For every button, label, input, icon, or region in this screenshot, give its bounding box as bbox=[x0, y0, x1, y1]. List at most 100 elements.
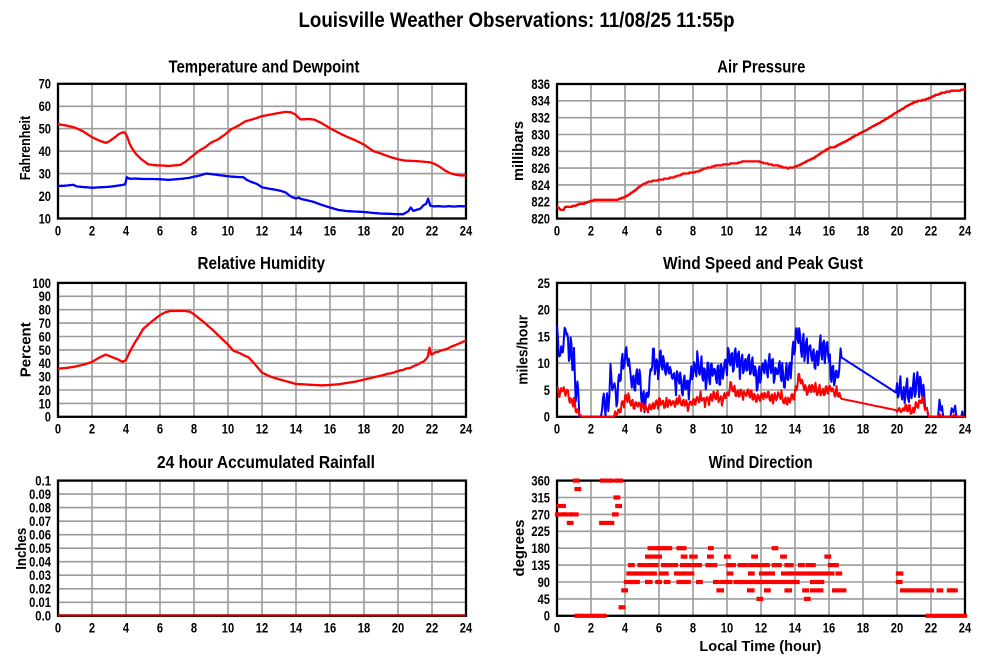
svg-text:10: 10 bbox=[721, 223, 733, 238]
svg-text:degrees: degrees bbox=[511, 520, 528, 577]
svg-text:6: 6 bbox=[157, 422, 164, 437]
svg-text:40: 40 bbox=[39, 144, 51, 159]
svg-text:8: 8 bbox=[191, 223, 198, 238]
svg-text:4: 4 bbox=[622, 223, 629, 238]
svg-text:12: 12 bbox=[755, 422, 768, 437]
svg-text:60: 60 bbox=[39, 329, 51, 344]
svg-text:0.06: 0.06 bbox=[29, 528, 51, 543]
svg-text:0.05: 0.05 bbox=[29, 541, 51, 556]
svg-text:18: 18 bbox=[358, 223, 371, 238]
svg-text:14: 14 bbox=[789, 621, 802, 636]
svg-text:24: 24 bbox=[460, 223, 473, 238]
svg-text:8: 8 bbox=[690, 621, 697, 636]
svg-text:360: 360 bbox=[531, 474, 550, 489]
svg-text:834: 834 bbox=[531, 94, 550, 109]
svg-text:20: 20 bbox=[538, 303, 550, 318]
svg-text:6: 6 bbox=[157, 223, 164, 238]
svg-text:50: 50 bbox=[39, 343, 51, 358]
svg-text:2: 2 bbox=[89, 621, 96, 636]
svg-text:16: 16 bbox=[823, 223, 836, 238]
svg-text:70: 70 bbox=[39, 77, 51, 92]
svg-text:22: 22 bbox=[426, 422, 439, 437]
svg-text:10: 10 bbox=[39, 211, 51, 226]
svg-text:0: 0 bbox=[55, 422, 61, 437]
svg-text:12: 12 bbox=[755, 621, 768, 636]
svg-text:830: 830 bbox=[531, 127, 550, 142]
svg-text:22: 22 bbox=[426, 621, 439, 636]
svg-text:Percent: Percent bbox=[18, 322, 35, 377]
svg-text:0.01: 0.01 bbox=[29, 595, 51, 610]
svg-text:6: 6 bbox=[656, 422, 663, 437]
svg-text:16: 16 bbox=[324, 223, 337, 238]
svg-text:4: 4 bbox=[622, 422, 629, 437]
svg-text:0: 0 bbox=[554, 621, 560, 636]
svg-text:0.08: 0.08 bbox=[29, 501, 51, 516]
svg-text:45: 45 bbox=[538, 592, 551, 607]
svg-text:18: 18 bbox=[857, 621, 870, 636]
svg-text:Relative Humidity: Relative Humidity bbox=[198, 253, 326, 273]
svg-text:60: 60 bbox=[39, 99, 51, 114]
svg-text:100: 100 bbox=[32, 276, 51, 291]
svg-text:16: 16 bbox=[823, 621, 836, 636]
svg-text:24: 24 bbox=[460, 621, 473, 636]
svg-text:12: 12 bbox=[256, 422, 269, 437]
svg-text:826: 826 bbox=[531, 161, 550, 176]
svg-text:80: 80 bbox=[39, 303, 51, 318]
svg-text:40: 40 bbox=[39, 356, 51, 371]
svg-text:30: 30 bbox=[39, 167, 51, 182]
svg-text:20: 20 bbox=[891, 621, 903, 636]
svg-text:16: 16 bbox=[823, 422, 836, 437]
svg-text:22: 22 bbox=[925, 621, 938, 636]
svg-text:0.09: 0.09 bbox=[29, 487, 51, 502]
svg-text:8: 8 bbox=[690, 223, 697, 238]
svg-text:0: 0 bbox=[554, 223, 560, 238]
svg-text:0: 0 bbox=[55, 223, 61, 238]
svg-text:20: 20 bbox=[392, 223, 404, 238]
svg-text:90: 90 bbox=[538, 575, 550, 590]
svg-text:12: 12 bbox=[256, 621, 269, 636]
svg-text:15: 15 bbox=[538, 329, 551, 344]
svg-text:20: 20 bbox=[392, 621, 404, 636]
svg-text:18: 18 bbox=[358, 621, 371, 636]
svg-text:820: 820 bbox=[531, 212, 550, 227]
svg-text:20: 20 bbox=[891, 223, 903, 238]
svg-text:2: 2 bbox=[89, 422, 96, 437]
svg-text:Local Time (hour): Local Time (hour) bbox=[699, 638, 821, 655]
svg-text:14: 14 bbox=[789, 223, 802, 238]
svg-text:0.02: 0.02 bbox=[29, 582, 51, 597]
svg-text:14: 14 bbox=[290, 621, 303, 636]
svg-text:8: 8 bbox=[690, 422, 697, 437]
svg-text:22: 22 bbox=[426, 223, 439, 238]
svg-text:6: 6 bbox=[157, 621, 164, 636]
svg-text:24 hour Accumulated Rainfall: 24 hour Accumulated Rainfall bbox=[157, 452, 375, 472]
svg-text:828: 828 bbox=[531, 144, 550, 159]
svg-text:miles/hour: miles/hour bbox=[515, 315, 532, 385]
svg-text:Inches: Inches bbox=[13, 528, 30, 570]
svg-text:16: 16 bbox=[324, 621, 337, 636]
svg-text:16: 16 bbox=[324, 422, 337, 437]
svg-text:Fahrenheit: Fahrenheit bbox=[17, 116, 34, 181]
svg-text:10: 10 bbox=[222, 223, 234, 238]
svg-text:22: 22 bbox=[925, 223, 938, 238]
svg-text:70: 70 bbox=[39, 316, 51, 331]
svg-text:Wind Direction: Wind Direction bbox=[709, 452, 813, 472]
svg-text:0.04: 0.04 bbox=[29, 555, 51, 570]
svg-text:20: 20 bbox=[39, 383, 51, 398]
svg-text:2: 2 bbox=[588, 621, 595, 636]
svg-text:24: 24 bbox=[460, 422, 473, 437]
svg-text:0: 0 bbox=[45, 410, 51, 425]
svg-text:12: 12 bbox=[755, 223, 768, 238]
svg-text:270: 270 bbox=[531, 507, 550, 522]
svg-text:14: 14 bbox=[290, 223, 303, 238]
svg-text:4: 4 bbox=[123, 422, 130, 437]
svg-text:10: 10 bbox=[538, 356, 550, 371]
svg-text:Louisville Weather Observation: Louisville Weather Observations: 11/08/2… bbox=[299, 9, 735, 32]
svg-text:0: 0 bbox=[554, 422, 560, 437]
svg-text:10: 10 bbox=[721, 621, 733, 636]
svg-text:10: 10 bbox=[39, 396, 51, 411]
svg-text:0.03: 0.03 bbox=[29, 568, 51, 583]
svg-text:24: 24 bbox=[959, 621, 972, 636]
svg-text:18: 18 bbox=[857, 422, 870, 437]
svg-text:90: 90 bbox=[39, 289, 51, 304]
svg-text:4: 4 bbox=[123, 621, 130, 636]
